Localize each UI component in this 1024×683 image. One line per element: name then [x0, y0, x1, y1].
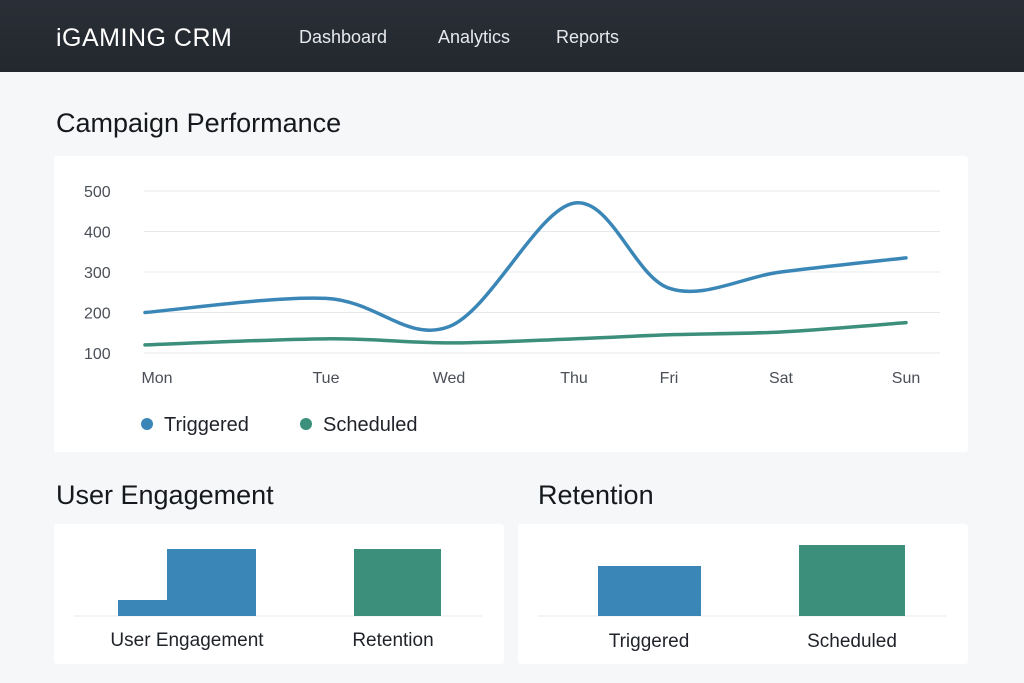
bar[interactable]	[118, 600, 167, 616]
x-tick-label: Sun	[892, 370, 920, 387]
nav-analytics[interactable]: Analytics	[438, 27, 511, 47]
campaign-performance-card: 100 200 300 400 500 Mon Tue Wed Thu Fri Sat Sun Trig…	[54, 156, 968, 452]
y-tick-label: 500	[84, 184, 111, 201]
bar-category-label: Retention	[352, 630, 433, 651]
user-engagement-card: User Engagement Retention	[54, 524, 504, 664]
retention-chart: Triggered Scheduled	[538, 545, 946, 652]
app-logo[interactable]: iGAMING CRM	[56, 24, 233, 52]
legend-marker-triggered	[141, 418, 153, 430]
user-engagement-chart: User Engagement Retention	[74, 549, 482, 651]
x-tick-label: Fri	[660, 370, 679, 387]
top-navigation-bar: iGAMING CRM Dashboard Analytics Reports	[0, 0, 1024, 72]
campaign-performance-title: Campaign Performance	[56, 108, 342, 138]
y-tick-label: 200	[84, 306, 111, 323]
retention-title: Retention	[538, 480, 654, 510]
nav-dashboard[interactable]: Dashboard	[299, 27, 388, 47]
bar-scheduled[interactable]	[799, 545, 905, 616]
campaign-performance-chart: 100 200 300 400 500 Mon Tue Wed Thu Fri Sat Sun Trig…	[84, 184, 940, 436]
legend-label-scheduled: Scheduled	[323, 414, 418, 436]
series-line-scheduled[interactable]	[143, 320, 908, 347]
x-tick-label: Sat	[769, 370, 794, 387]
legend-label-triggered: Triggered	[164, 414, 249, 436]
x-tick-label: Tue	[313, 370, 340, 387]
bar[interactable]	[354, 549, 441, 616]
bar-triggered[interactable]	[598, 566, 701, 616]
x-tick-label: Thu	[560, 370, 588, 387]
series-line-triggered[interactable]	[143, 201, 908, 332]
legend-marker-scheduled	[300, 418, 312, 430]
bar[interactable]	[167, 549, 256, 616]
x-tick-label: Mon	[141, 370, 172, 387]
user-engagement-title: User Engagement	[56, 480, 274, 510]
x-tick-label: Wed	[433, 370, 466, 387]
bar-category-label: User Engagement	[110, 630, 264, 651]
y-tick-label: 100	[84, 346, 111, 363]
y-tick-label: 300	[84, 265, 111, 282]
nav-reports[interactable]: Reports	[556, 27, 620, 47]
y-tick-label: 400	[84, 225, 111, 242]
bar-category-label: Triggered	[609, 631, 690, 652]
bar-category-label: Scheduled	[807, 631, 897, 652]
retention-card: Triggered Scheduled	[518, 524, 968, 664]
